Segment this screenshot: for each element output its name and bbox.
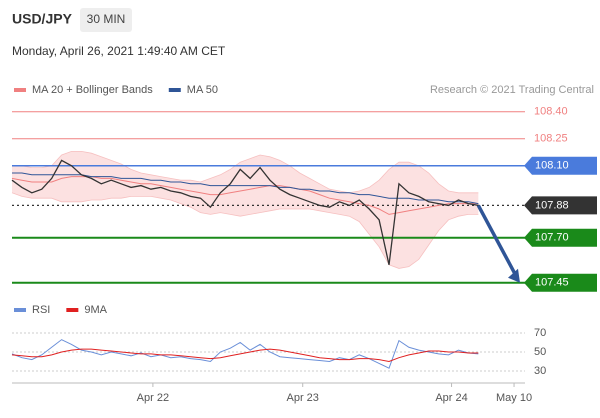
rsi-line xyxy=(11,348,479,363)
interval-box xyxy=(80,8,132,32)
subtitle: Monday, April 26, 2021 1:49:40 AM CET xyxy=(12,44,226,58)
x-tick-label: Apr 24 xyxy=(435,392,467,404)
x-tick-label: Apr 22 xyxy=(137,392,169,404)
band-upper xyxy=(12,151,479,194)
level-box xyxy=(524,228,597,247)
level-label: 108.10 xyxy=(535,160,569,172)
level-label: 107.45 xyxy=(535,277,569,289)
ma-line xyxy=(12,172,479,205)
level-label: 108.25 xyxy=(534,133,568,145)
arrow-head xyxy=(508,268,520,283)
legend-swatch xyxy=(14,308,26,312)
level-label: 107.70 xyxy=(535,232,569,244)
band-lower xyxy=(11,192,479,269)
price-line xyxy=(11,159,479,265)
level-box xyxy=(524,156,597,175)
interval: 30 MIN xyxy=(87,12,126,26)
legend-swatch xyxy=(14,88,26,92)
forecast-arrow xyxy=(476,204,518,277)
legend-label: MA 50 xyxy=(187,84,218,96)
level-label: 108.40 xyxy=(534,106,568,118)
rsi-tick-label: 30 xyxy=(534,365,546,377)
legend-swatch xyxy=(66,308,79,312)
level-box xyxy=(524,196,597,215)
level-label: 107.88 xyxy=(535,199,569,211)
credit: Research © 2021 Trading Central xyxy=(430,84,594,96)
rsi-tick-label: 50 xyxy=(534,346,546,358)
legend-label: 9MA xyxy=(84,304,107,316)
band-fill xyxy=(12,151,479,269)
chart-title: USD/JPY xyxy=(12,11,73,27)
rsi-tick-label: 70 xyxy=(534,327,546,339)
level-box xyxy=(524,273,597,292)
rsi-line xyxy=(11,339,479,369)
legend-label: MA 20 + Bollinger Bands xyxy=(32,84,153,96)
legend-swatch xyxy=(168,88,181,92)
x-tick-label: May 10 xyxy=(496,392,532,404)
legend-label: RSI xyxy=(32,304,50,316)
x-tick-label: Apr 23 xyxy=(287,392,319,404)
